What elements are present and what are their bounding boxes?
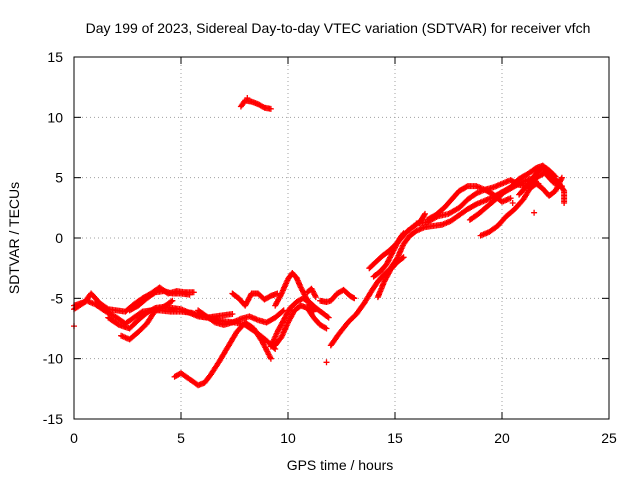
data-point: [229, 311, 236, 317]
data-point: [322, 324, 329, 331]
data-point: [279, 308, 286, 315]
data-point: [561, 200, 568, 206]
y-tick-label: -15: [43, 411, 63, 427]
series-track-g: [195, 307, 287, 328]
chart-title: Day 199 of 2023, Sidereal Day-to-day VTE…: [86, 20, 591, 36]
data-point: [400, 230, 407, 237]
y-axis-title: SDTVAR / TECUs: [6, 182, 22, 294]
x-tick-label: 10: [280, 430, 296, 446]
series-track-w: [516, 166, 568, 206]
outlier-point: [509, 200, 516, 206]
series-track-d: [118, 297, 176, 343]
data-point: [277, 291, 284, 298]
y-tick-label: 10: [47, 109, 63, 125]
tick-labels: 0 5 10 15 20 25 -15 -10 -5 0 5 10 15: [43, 49, 617, 446]
data-point: [399, 231, 406, 238]
x-tick-label: 20: [494, 430, 510, 446]
data-point: [399, 255, 406, 262]
y-tick-label: 0: [55, 230, 63, 246]
series-track-h: [229, 290, 281, 309]
data-point: [324, 313, 331, 320]
data-point: [211, 318, 217, 325]
data-point: [267, 355, 274, 362]
data-point: [463, 183, 470, 190]
series-track-e: [126, 288, 193, 314]
series-track-q: [370, 230, 407, 280]
series-track-m: [304, 285, 319, 301]
data-point: [267, 105, 274, 112]
outlier-points: [71, 95, 538, 366]
data-point: [325, 314, 332, 321]
data-point: [169, 297, 176, 304]
data-point: [186, 291, 193, 298]
data-point: [168, 298, 175, 305]
data-point: [558, 174, 565, 181]
series-track-f: [171, 319, 274, 389]
y-tick-label: -10: [43, 351, 63, 367]
outlier-point: [531, 209, 538, 216]
series-track-r: [374, 254, 407, 301]
outlier-point: [244, 95, 251, 101]
outlier-point: [323, 359, 330, 366]
data-point: [312, 294, 319, 301]
x-axis-title: GPS time / hours: [287, 457, 394, 473]
x-tick-label: 0: [70, 430, 78, 446]
x-tick-label: 25: [601, 430, 617, 446]
data-points: [71, 95, 568, 389]
data-point: [421, 212, 428, 219]
data-point: [507, 195, 514, 202]
data-point: [517, 180, 523, 187]
series-track-l: [272, 302, 330, 349]
grid-lines: [74, 57, 609, 419]
data-point: [560, 186, 567, 193]
series-track-n: [317, 286, 358, 305]
y-tick-label: -5: [51, 290, 64, 306]
data-point: [190, 289, 197, 296]
axis-ticks: [73, 56, 610, 420]
y-tick-label: 5: [55, 170, 63, 186]
x-tick-label: 15: [387, 430, 403, 446]
series-track-k: [272, 270, 317, 315]
data-point: [433, 214, 440, 220]
y-tick-label: 15: [47, 49, 63, 65]
data-point: [323, 325, 330, 332]
series-track-i: [237, 97, 274, 112]
data-point: [400, 254, 407, 261]
data-point: [422, 210, 428, 217]
data-point: [351, 295, 358, 302]
x-tick-label: 5: [177, 430, 185, 446]
